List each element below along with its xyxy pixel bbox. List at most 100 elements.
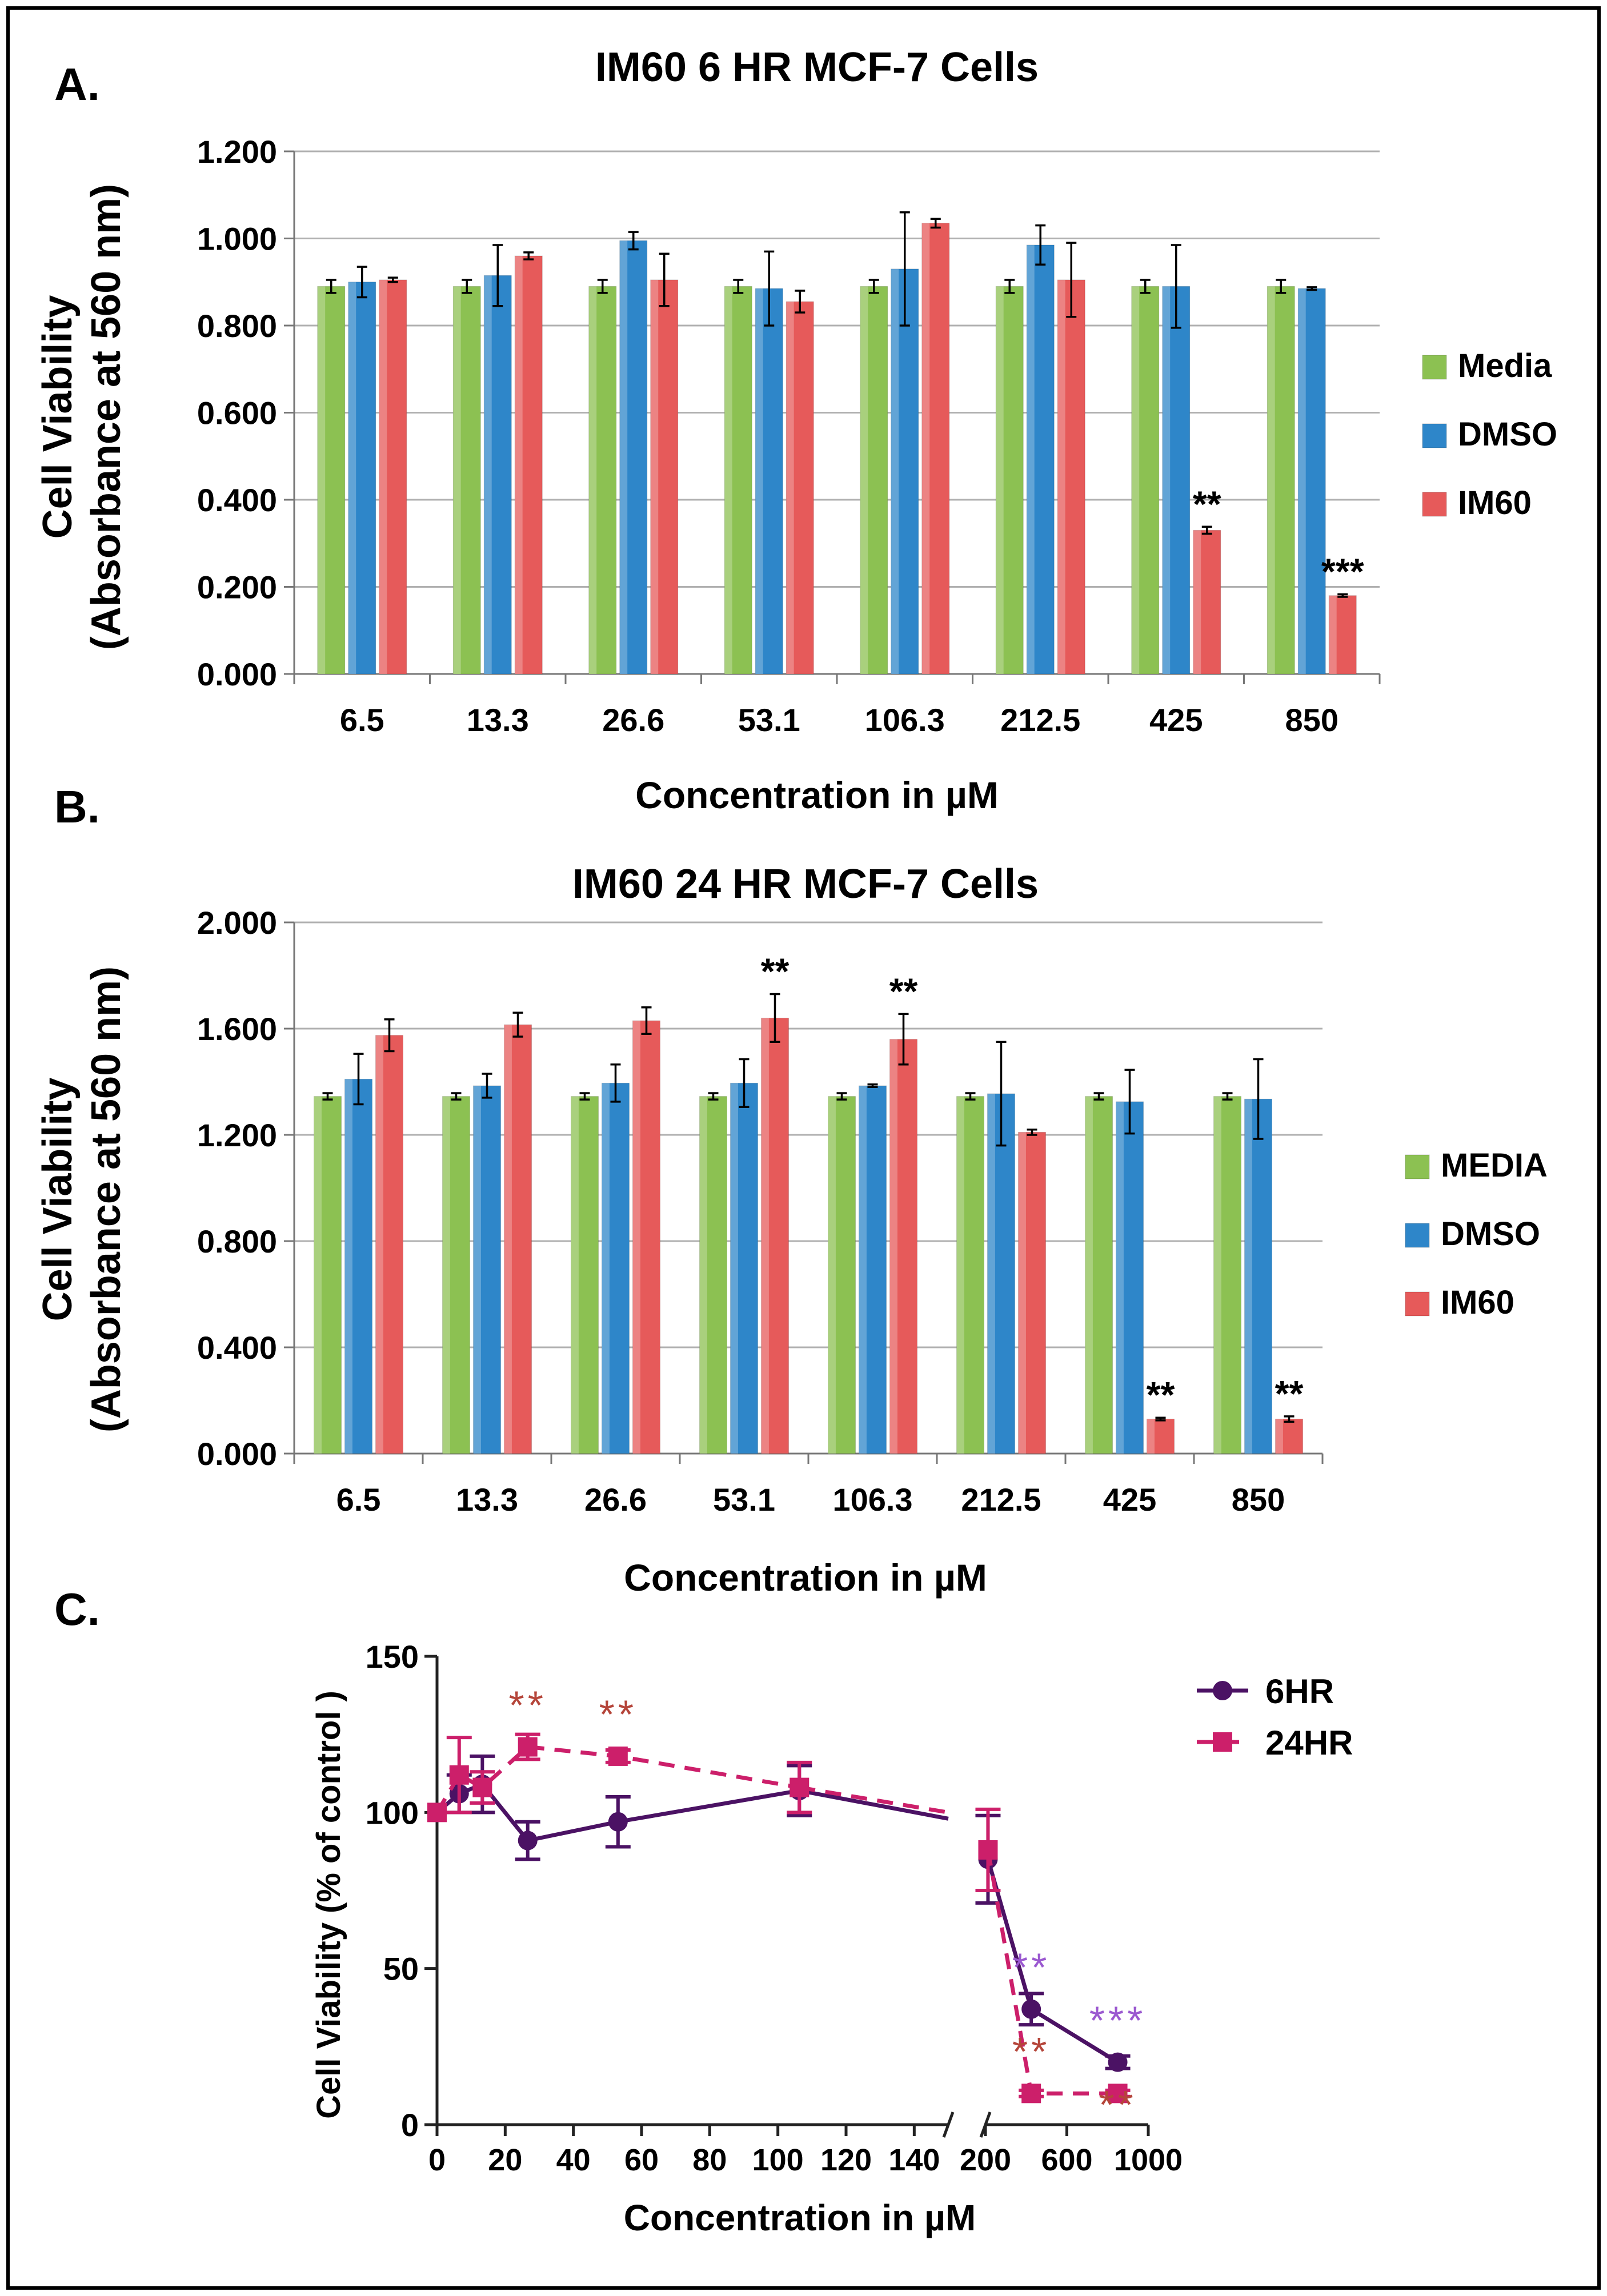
bar-highlight: [504, 1025, 512, 1454]
x-tick-label: 212.5: [961, 1482, 1041, 1518]
bar-media-6.5: [317, 286, 346, 675]
bar-highlight: [828, 1096, 836, 1454]
legend-label-media: MEDIA: [1441, 1147, 1548, 1184]
point-6hr: [1108, 2052, 1128, 2072]
legend-swatch-dmso: [1422, 423, 1447, 448]
bar-highlight: [724, 286, 732, 674]
panel-b-bar-chart: B. IM60 24 HR MCF-7 Cells Cell Viability…: [35, 781, 1548, 1599]
bar-im60-106.3: [921, 223, 950, 675]
x-tick-label: 140: [888, 2143, 940, 2177]
bar-highlight: [1267, 286, 1275, 674]
bar-dmso-6.5: [348, 282, 376, 675]
panel-a-ylabel-2: (Absorbance at 560 nm): [83, 184, 129, 650]
bar-dmso-212.5: [987, 1093, 1015, 1454]
bar-highlight: [602, 1083, 610, 1454]
significance-stars: **: [1012, 1945, 1050, 1990]
y-tick-label: 0.000: [197, 656, 277, 692]
bar-im60-13.3: [514, 255, 543, 675]
bar-highlight: [1147, 1419, 1155, 1454]
panel-b-xlabel: Concentration in µM: [624, 1556, 987, 1599]
point-24hr: [978, 1840, 998, 1860]
x-tick-label: 13.3: [467, 702, 529, 738]
bar-media-425: [1085, 1096, 1113, 1454]
bar-media-425: [1131, 286, 1160, 675]
x-tick-label: 13.3: [456, 1482, 518, 1518]
bar-highlight: [375, 1035, 383, 1454]
panel-a-title: IM60 6 HR MCF-7 Cells: [595, 45, 1039, 90]
bar-dmso-106.3: [891, 268, 919, 675]
bar-highlight: [1298, 288, 1306, 674]
panel-b-label: B.: [54, 781, 100, 832]
legend-swatch-media: [1405, 1154, 1430, 1179]
bar-highlight: [956, 1096, 964, 1454]
bar-im60-13.3: [504, 1024, 532, 1454]
significance-stars: **: [1012, 2029, 1050, 2074]
bar-highlight: [996, 286, 1004, 674]
legend-swatch-dmso: [1405, 1223, 1430, 1248]
bar-highlight: [453, 286, 461, 674]
legend-label-6hr: 6HR: [1265, 1672, 1334, 1711]
point-24hr: [790, 1777, 809, 1797]
x-tick-label: 60: [624, 2143, 659, 2177]
x-tick-label: 53.1: [738, 702, 800, 738]
bar-highlight: [987, 1093, 995, 1454]
bar-media-53.1: [699, 1096, 727, 1454]
point-6hr: [1021, 1999, 1041, 2019]
bar-highlight: [786, 302, 794, 674]
panel-b-ylabel-2: (Absorbance at 560 nm): [83, 966, 129, 1432]
bar-dmso-106.3: [859, 1085, 887, 1454]
bar-dmso-13.3: [483, 275, 512, 675]
significance-stars: **: [1099, 2082, 1136, 2127]
x-tick-label: 425: [1103, 1482, 1156, 1518]
bar-highlight: [1027, 244, 1035, 674]
legend-label-dmso: DMSO: [1458, 416, 1557, 453]
bar-highlight: [1193, 530, 1201, 674]
point-24hr: [1108, 2084, 1128, 2104]
panel-a-label: A.: [54, 59, 100, 110]
x-tick-label: 100: [752, 2143, 804, 2177]
legend-marker-24hr: [1213, 1732, 1232, 1752]
x-tick-label: 212.5: [1000, 702, 1080, 738]
bar-highlight: [588, 286, 597, 674]
x-tick-label: 40: [556, 2143, 591, 2177]
x-tick-label: 106.3: [865, 702, 945, 738]
bar-im60-106.3: [889, 1039, 917, 1454]
bar-dmso-53.1: [755, 288, 783, 675]
bar-highlight: [921, 223, 930, 674]
y-tick-label: 100: [366, 1795, 419, 1831]
bar-highlight: [1116, 1101, 1124, 1454]
bar-highlight: [730, 1083, 738, 1454]
axis-break-mark: [942, 2112, 955, 2138]
y-tick-label: 50: [383, 1951, 419, 1987]
x-tick-label: 6.5: [336, 1482, 381, 1518]
bar-im60-6.5: [375, 1035, 403, 1454]
y-tick-label: 1.600: [197, 1011, 277, 1047]
bar-highlight: [314, 1096, 322, 1454]
bar-im60-425: [1193, 529, 1221, 675]
point-6hr: [608, 1812, 628, 1832]
bar-dmso-850: [1244, 1098, 1272, 1454]
y-tick-label: 2.000: [197, 905, 277, 941]
bar-highlight: [1275, 1419, 1283, 1454]
bar-dmso-850: [1297, 288, 1326, 675]
x-tick-label: 53.1: [713, 1482, 775, 1518]
significance-stars: **: [1275, 1373, 1304, 1414]
y-tick-label: 0.800: [197, 308, 277, 344]
point-24hr: [449, 1765, 469, 1785]
bar-dmso-13.3: [473, 1085, 501, 1454]
bar-im60-26.6: [632, 1020, 660, 1454]
bar-im60-212.5: [1018, 1131, 1046, 1454]
legend-label-im60: IM60: [1441, 1284, 1514, 1321]
bar-highlight: [699, 1096, 707, 1454]
bar-highlight: [860, 286, 868, 674]
bar-dmso-53.1: [730, 1082, 758, 1454]
bar-highlight: [379, 279, 387, 674]
bar-highlight: [889, 1039, 897, 1454]
panel-c-legend: 6HR 24HR: [1197, 1672, 1353, 1762]
legend-label-media: Media: [1458, 347, 1552, 384]
bar-dmso-212.5: [1026, 244, 1055, 675]
bar-highlight: [1213, 1096, 1221, 1454]
y-tick-label: 0.200: [197, 569, 277, 605]
x-tick-label: 1000: [1114, 2143, 1183, 2177]
